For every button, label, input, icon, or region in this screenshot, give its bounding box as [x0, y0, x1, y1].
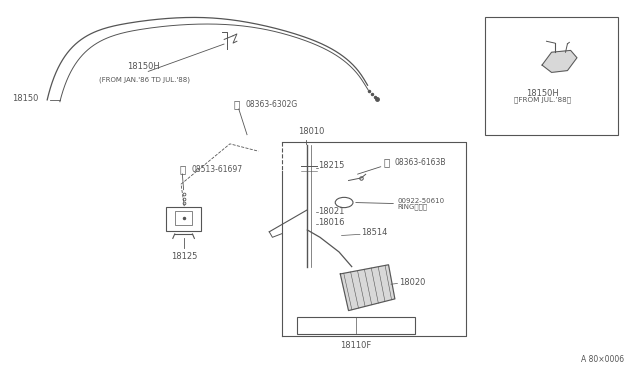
- Text: 18010: 18010: [298, 127, 324, 136]
- Text: 18514: 18514: [361, 228, 388, 237]
- Text: 18215: 18215: [318, 161, 344, 170]
- Text: RINGリング: RINGリング: [397, 203, 428, 210]
- Text: 08363-6302G: 08363-6302G: [245, 100, 298, 109]
- Text: 18016: 18016: [318, 218, 344, 227]
- Text: 08513-61697: 08513-61697: [191, 165, 243, 174]
- Text: 18150: 18150: [12, 94, 38, 103]
- Text: （FROM JUL.’88）: （FROM JUL.’88）: [513, 96, 571, 103]
- Polygon shape: [542, 51, 577, 73]
- Text: 18150H: 18150H: [127, 62, 160, 71]
- Text: 18150H: 18150H: [526, 89, 559, 98]
- FancyBboxPatch shape: [166, 207, 202, 231]
- Text: Ⓢ: Ⓢ: [383, 157, 390, 167]
- Text: 18125: 18125: [171, 252, 197, 261]
- Text: 18110F: 18110F: [340, 341, 371, 350]
- Text: Ⓢ: Ⓢ: [179, 164, 186, 174]
- Text: 18020: 18020: [399, 278, 426, 286]
- Text: Ⓢ: Ⓢ: [233, 100, 239, 110]
- Polygon shape: [340, 265, 395, 311]
- Text: A 80×0006: A 80×0006: [581, 355, 625, 363]
- Text: 08363-6163B: 08363-6163B: [395, 158, 446, 167]
- Text: 18021: 18021: [318, 207, 344, 216]
- Text: (FROM JAN.'86 TD JUL.'88): (FROM JAN.'86 TD JUL.'88): [99, 77, 190, 83]
- Text: 00922-50610: 00922-50610: [397, 198, 445, 204]
- Bar: [296, 317, 415, 334]
- Bar: [175, 211, 192, 225]
- Bar: [485, 17, 618, 135]
